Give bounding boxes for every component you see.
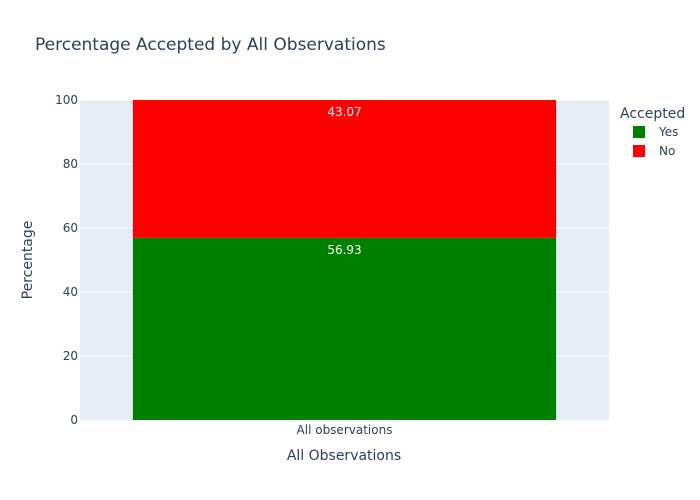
legend-title: Accepted bbox=[620, 106, 685, 122]
y-tick-label: 80 bbox=[63, 157, 78, 171]
legend-swatch-no[interactable] bbox=[633, 145, 645, 157]
y-tick-label: 100 bbox=[55, 93, 78, 107]
bar-value-label-yes: 56.93 bbox=[327, 243, 361, 257]
y-tick-label: 0 bbox=[70, 413, 78, 427]
y-tick-label: 40 bbox=[63, 285, 78, 299]
x-axis-title: All Observations bbox=[287, 448, 401, 464]
legend-label-yes[interactable]: Yes bbox=[658, 125, 678, 139]
chart-title: Percentage Accepted by All Observations bbox=[35, 35, 386, 55]
bar-no[interactable] bbox=[133, 100, 556, 238]
bars bbox=[133, 100, 556, 420]
y-tick-label: 60 bbox=[63, 221, 78, 235]
y-axis-ticks: 0 20 40 60 80 100 bbox=[55, 93, 78, 427]
bar-value-label-no: 43.07 bbox=[327, 105, 361, 119]
x-tick-label: All observations bbox=[297, 423, 393, 437]
x-axis-ticks: All observations bbox=[297, 423, 393, 437]
legend: Accepted Yes No bbox=[620, 106, 685, 158]
legend-swatch-yes[interactable] bbox=[633, 126, 645, 138]
y-tick-label: 20 bbox=[63, 349, 78, 363]
y-axis-title: Percentage bbox=[20, 221, 36, 300]
bar-yes[interactable] bbox=[133, 238, 556, 420]
legend-label-no[interactable]: No bbox=[659, 144, 675, 158]
